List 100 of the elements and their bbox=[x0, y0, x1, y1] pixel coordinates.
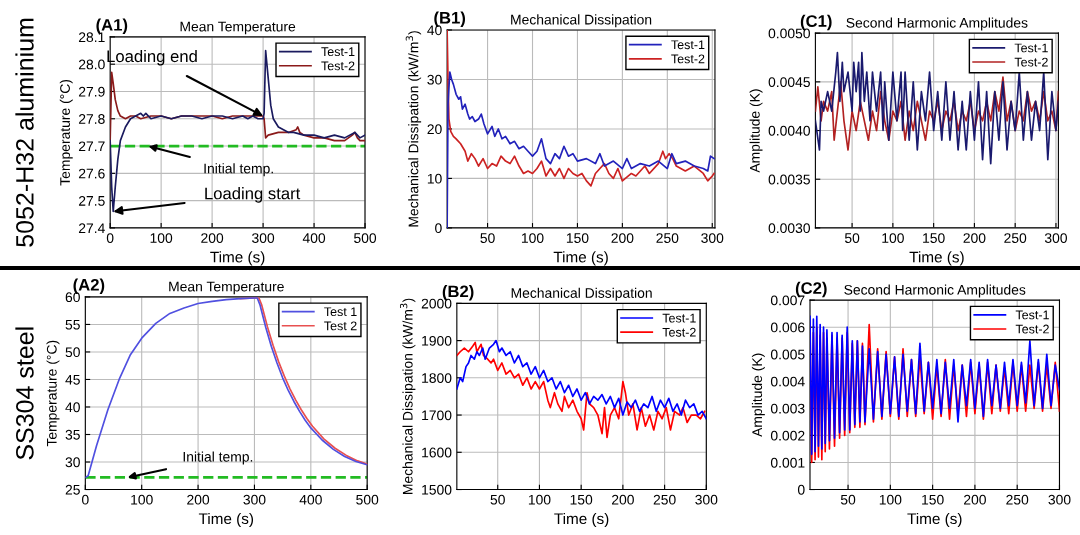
x-tick-label: 100 bbox=[882, 233, 904, 243]
y-tick-label: 40 bbox=[65, 402, 80, 413]
line-series bbox=[815, 51, 1059, 165]
y-tick-label: 60 bbox=[65, 292, 80, 303]
y-tick-label: 0.003 bbox=[770, 403, 805, 414]
y-tick-label: 1700 bbox=[422, 410, 452, 421]
x-tick-label: 100 bbox=[521, 233, 544, 243]
text: SS304 steel bbox=[15, 327, 34, 460]
y-tick-label: 28.1 bbox=[78, 32, 105, 43]
x-axis-title: Time (s) bbox=[553, 251, 608, 266]
legend-label: Test-1 bbox=[671, 40, 705, 50]
x-tick-label: 100 bbox=[150, 233, 173, 243]
x-tick-label: 300 bbox=[252, 233, 275, 243]
x-tick-label: 200 bbox=[611, 233, 634, 243]
x-tick-label: 100 bbox=[879, 494, 902, 505]
text: (A1) bbox=[96, 18, 128, 35]
x-tick-label: 500 bbox=[354, 233, 377, 243]
legend-label: Test-2 bbox=[671, 54, 705, 64]
y-tick-label: 40 bbox=[427, 25, 442, 36]
legend-label: Test-2 bbox=[321, 61, 355, 71]
y-tick-label: 0.001 bbox=[770, 457, 805, 468]
x-tick-label: 300 bbox=[701, 233, 724, 243]
y-axis-title: Temperature (°C) bbox=[59, 79, 73, 186]
line-series bbox=[456, 339, 707, 420]
x-tick-label: 250 bbox=[1006, 494, 1029, 505]
y-tick-label: 20 bbox=[427, 124, 442, 135]
y-tick-label: 28.0 bbox=[78, 59, 105, 70]
y-axis-title: Amplitude (K) bbox=[749, 89, 763, 173]
x-tick-label: 200 bbox=[963, 233, 986, 243]
line-series bbox=[110, 71, 366, 142]
ref-line-label: Initial temp. bbox=[204, 163, 273, 177]
x-tick-label: 150 bbox=[922, 494, 944, 505]
y-tick-label: 1500 bbox=[422, 484, 452, 495]
legend-label: Test-2 bbox=[1015, 324, 1049, 334]
x-axis-title: Time (s) bbox=[907, 512, 962, 528]
annotation: Loading start bbox=[205, 187, 301, 203]
chart-title: Mechanical Dissipation bbox=[511, 14, 652, 28]
x-tick-label: 250 bbox=[656, 233, 679, 243]
legend-label: Test-2 bbox=[1014, 57, 1048, 67]
y-tick-label: 0.0040 bbox=[768, 125, 810, 136]
y-axis-title: Amplitude (K) bbox=[751, 353, 765, 437]
y-tick-label: 30 bbox=[427, 74, 442, 85]
x-axis-title: Time (s) bbox=[554, 512, 609, 528]
y-tick-label: 0.006 bbox=[770, 322, 805, 333]
x-tick-label: 100 bbox=[528, 494, 551, 505]
y-tick-label: 1600 bbox=[422, 447, 452, 458]
x-tick-label: 0 bbox=[106, 233, 114, 243]
y-tick-label: 27.6 bbox=[78, 168, 105, 179]
y-tick-label: 27.8 bbox=[78, 114, 105, 124]
line-series bbox=[815, 76, 1059, 151]
chart-title: Second Harmonic Amplitudes bbox=[844, 284, 1026, 298]
y-tick-label: 0 bbox=[435, 223, 442, 234]
x-tick-label: 50 bbox=[490, 494, 505, 505]
text: 5052-H32 aluminium bbox=[15, 18, 34, 247]
y-tick-label: 45 bbox=[65, 374, 80, 385]
x-tick-label: 50 bbox=[840, 494, 856, 505]
x-tick-label: 400 bbox=[302, 233, 326, 243]
x-tick-label: 300 bbox=[1048, 494, 1071, 505]
x-tick-label: 300 bbox=[695, 494, 718, 505]
legend-label: Test-1 bbox=[321, 47, 355, 57]
x-tick-label: 50 bbox=[844, 233, 860, 243]
y-tick-label: 0 bbox=[797, 484, 805, 495]
y-axis-title: Temperature (°C) bbox=[46, 340, 60, 447]
x-tick-label: 500 bbox=[356, 494, 379, 505]
legend-label: Test-2 bbox=[662, 327, 696, 337]
y-tick-label: 55 bbox=[65, 319, 80, 330]
legend-label: Test-1 bbox=[1014, 43, 1048, 53]
y-tick-label: 0.004 bbox=[770, 376, 805, 387]
y-tick-label: 27.7 bbox=[78, 141, 105, 152]
x-tick-label: 200 bbox=[964, 494, 986, 505]
legend-label: Test 1 bbox=[324, 307, 357, 317]
x-tick-label: 300 bbox=[243, 494, 266, 505]
x-tick-label: 300 bbox=[1044, 233, 1067, 243]
chart-title: Mean Temperature bbox=[169, 281, 284, 295]
text: (A2) bbox=[73, 278, 105, 295]
y-tick-label: 1900 bbox=[422, 335, 452, 346]
y-tick-label: 30 bbox=[65, 457, 80, 468]
line-series bbox=[456, 341, 706, 439]
chart-title: Second Harmonic Amplitudes bbox=[846, 17, 1028, 31]
y-tick-label: 27.9 bbox=[78, 86, 105, 97]
ref-line-label: Initial temp. bbox=[183, 451, 253, 465]
y-tick-label: 0.005 bbox=[770, 349, 805, 360]
y-tick-label: 0.0045 bbox=[768, 77, 810, 88]
y-axis-title: Mechanical Dissipation (kW/m$^{3}$) bbox=[405, 31, 422, 227]
legend-label: Test-1 bbox=[1015, 310, 1049, 320]
x-tick-label: 250 bbox=[653, 494, 676, 505]
x-tick-label: 250 bbox=[1004, 233, 1027, 243]
y-tick-label: 0.002 bbox=[770, 430, 805, 441]
x-tick-label: 400 bbox=[299, 494, 322, 505]
x-axis-title: Time (s) bbox=[198, 512, 254, 528]
x-tick-label: 150 bbox=[566, 233, 589, 243]
text: (B1) bbox=[434, 11, 466, 27]
y-tick-label: 50 bbox=[65, 347, 80, 358]
y-tick-label: 27.4 bbox=[78, 223, 105, 233]
x-tick-label: 200 bbox=[187, 494, 210, 505]
y-tick-label: 35 bbox=[65, 429, 80, 440]
x-tick-label: 150 bbox=[923, 233, 945, 243]
chart-title: Mechanical Dissipation bbox=[511, 287, 652, 301]
y-tick-label: 0.0035 bbox=[768, 174, 810, 185]
x-tick-label: 150 bbox=[570, 494, 593, 505]
